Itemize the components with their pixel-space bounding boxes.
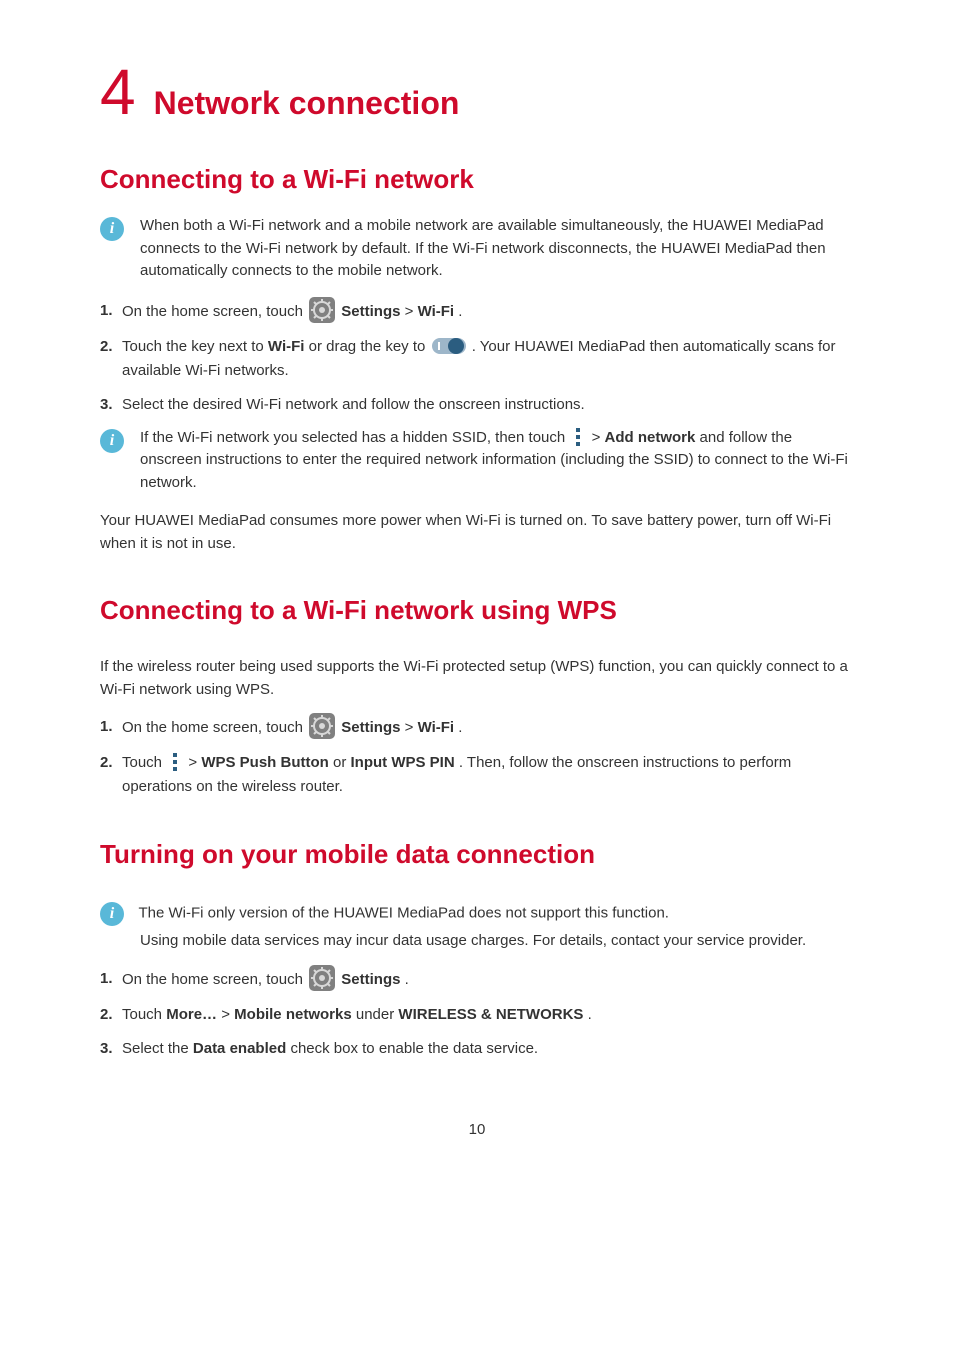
wifi-label: Wi-Fi — [268, 338, 305, 355]
step-text: > — [405, 302, 418, 319]
section-title-wps: Connecting to a Wi-Fi network using WPS — [100, 595, 854, 626]
section-title-wifi: Connecting to a Wi-Fi network — [100, 164, 854, 195]
step-number: 2. — [100, 1003, 122, 1027]
wps-pin-label: Input WPS PIN — [351, 754, 455, 771]
step-text: On the home screen, touch — [122, 970, 307, 987]
step-body: Select the desired Wi-Fi network and fol… — [122, 393, 854, 417]
settings-label: Settings — [341, 970, 400, 987]
step-text: > — [188, 754, 201, 771]
info-text-part: If the Wi-Fi network you selected has a … — [140, 429, 569, 446]
step-text: > — [221, 1006, 234, 1023]
page-number: 10 — [100, 1121, 854, 1138]
info-inline: i The Wi-Fi only version of the HUAWEI M… — [100, 900, 854, 926]
step-text: On the home screen, touch — [122, 302, 307, 319]
step-text: Touch — [122, 754, 166, 771]
settings-icon — [309, 965, 335, 991]
document-page: 4 Network connection Connecting to a Wi-… — [0, 0, 954, 1198]
step-text: . — [588, 1006, 592, 1023]
step-text: check box to enable the data service. — [290, 1040, 538, 1057]
step-text: . — [458, 302, 462, 319]
step-row: 2. Touch the key next to Wi-Fi or drag t… — [100, 335, 854, 383]
step-number: 3. — [100, 393, 122, 417]
data-enabled-label: Data enabled — [193, 1040, 286, 1057]
toggle-on-icon — [432, 336, 466, 356]
wifi-label: Wi-Fi — [418, 719, 455, 736]
step-number: 2. — [100, 751, 122, 775]
more-menu-icon — [571, 426, 585, 448]
step-text: Select the — [122, 1040, 193, 1057]
info-note: i If the Wi-Fi network you selected has … — [100, 427, 854, 495]
section-title-mobile: Turning on your mobile data connection — [100, 839, 854, 870]
chapter-number: 4 — [100, 60, 136, 124]
step-row: 3. Select the Data enabled check box to … — [100, 1037, 854, 1061]
step-row: 2. Touch > WPS Push Button or Input WPS … — [100, 751, 854, 799]
info-text: If the Wi-Fi network you selected has a … — [140, 427, 854, 495]
step-number: 1. — [100, 715, 122, 739]
step-text: Touch — [122, 1006, 166, 1023]
more-menu-icon — [168, 751, 182, 773]
step-row: 1. On the home screen, touch Settings > … — [100, 299, 854, 325]
step-number: 3. — [100, 1037, 122, 1061]
step-number: 2. — [100, 335, 122, 359]
info-icon: i — [100, 217, 124, 241]
step-text: On the home screen, touch — [122, 719, 307, 736]
step-body: On the home screen, touch Settings . — [122, 967, 854, 993]
info-text: The Wi-Fi only version of the HUAWEI Med… — [138, 905, 669, 922]
chapter-title: Network connection — [154, 85, 460, 122]
step-body: Select the Data enabled check box to ena… — [122, 1037, 854, 1061]
step-row: 3. Select the desired Wi-Fi network and … — [100, 393, 854, 417]
step-row: 2. Touch More… > Mobile networks under W… — [100, 1003, 854, 1027]
chapter-header: 4 Network connection — [100, 60, 854, 124]
step-text: > — [405, 719, 418, 736]
more-label: More… — [166, 1006, 217, 1023]
wireless-heading-label: WIRELESS & NETWORKS — [398, 1006, 583, 1023]
step-body: Touch More… > Mobile networks under WIRE… — [122, 1003, 854, 1027]
step-row: 1. On the home screen, touch Settings . — [100, 967, 854, 993]
info-note: i When both a Wi-Fi network and a mobile… — [100, 215, 854, 283]
body-paragraph: Using mobile data services may incur dat… — [100, 930, 854, 953]
step-row: 1. On the home screen, touch Settings > … — [100, 715, 854, 741]
step-number: 1. — [100, 967, 122, 991]
wps-push-label: WPS Push Button — [201, 754, 329, 771]
step-number: 1. — [100, 299, 122, 323]
info-icon: i — [100, 429, 124, 453]
settings-icon — [309, 297, 335, 323]
info-text-part: > — [592, 429, 605, 446]
step-text: Touch the key next to — [122, 338, 268, 355]
step-body: On the home screen, touch Settings > Wi-… — [122, 715, 854, 741]
add-network-label: Add network — [605, 429, 696, 446]
body-paragraph: Your HUAWEI MediaPad consumes more power… — [100, 510, 854, 555]
step-text: under — [356, 1006, 399, 1023]
wifi-label: Wi-Fi — [418, 302, 455, 319]
step-text: or drag the key to — [309, 338, 430, 355]
info-icon: i — [100, 902, 124, 926]
step-body: On the home screen, touch Settings > Wi-… — [122, 299, 854, 325]
step-body: Touch the key next to Wi-Fi or drag the … — [122, 335, 854, 383]
step-text: or — [333, 754, 351, 771]
settings-label: Settings — [341, 302, 400, 319]
step-text: . — [405, 970, 409, 987]
body-paragraph: If the wireless router being used suppor… — [100, 656, 854, 701]
info-text: When both a Wi-Fi network and a mobile n… — [140, 215, 854, 283]
mobile-networks-label: Mobile networks — [234, 1006, 352, 1023]
settings-icon — [309, 713, 335, 739]
settings-label: Settings — [341, 719, 400, 736]
step-body: Touch > WPS Push Button or Input WPS PIN… — [122, 751, 854, 799]
step-text: . — [458, 719, 462, 736]
